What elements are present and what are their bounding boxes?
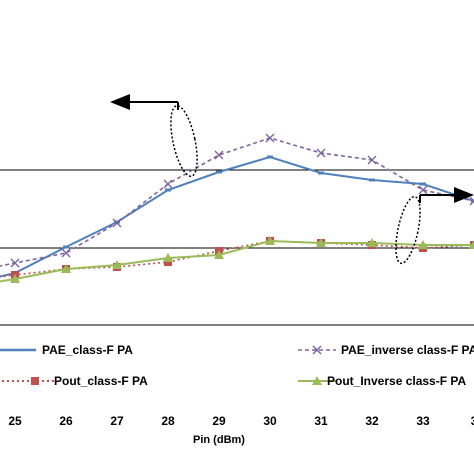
legend-label-pae-class-f: PAE_class-F PA	[42, 343, 133, 357]
data-point-pae-inverse-class-f-pa-30	[265, 133, 275, 143]
legend-item-pae-inverse-class-f: PAE_inverse class-F PA	[298, 343, 474, 357]
annotations	[110, 94, 474, 265]
data-point-pae-inverse-class-f-pa-32	[367, 155, 377, 165]
x-axis-ticks: 2526272829303132333	[8, 414, 474, 428]
data-point-pout-inverse-class-f-pa-29	[214, 250, 224, 259]
data-point-pout-inverse-class-f-pa-26	[61, 264, 71, 273]
series-pae-class-f-pa	[0, 155, 474, 278]
legend-label-pout-class-f: Pout_class-F PA	[54, 374, 148, 388]
data-point-pout-inverse-class-f-pa-28	[163, 253, 173, 262]
data-point-pae-inverse-class-f-pa-25	[10, 258, 20, 268]
right-dotted-ellipse	[395, 195, 421, 265]
series-line-pae-inverse-class-f-pa	[0, 137, 474, 267]
x-tick-label: 26	[59, 414, 73, 428]
data-point-pout-inverse-class-f-pa-30	[265, 236, 275, 245]
legend: PAE_class-F PA PAE_inverse class-F PA Po…	[0, 343, 474, 388]
series-line-pae-class-f-pa	[0, 155, 474, 278]
x-tick-label: 25	[8, 414, 22, 428]
data-point-pae-inverse-class-f-pa-27	[112, 218, 122, 228]
data-point-pout-inverse-class-f-pa-34	[469, 240, 474, 249]
data-point-pout-inverse-class-f-pa-32	[367, 238, 377, 247]
data-point-pout-inverse-class-f-pa-27	[112, 260, 122, 269]
x-tick-label: 30	[263, 414, 277, 428]
series-pae-inverse-class-f-pa	[0, 133, 474, 268]
legend-marker-triangle	[312, 376, 322, 385]
legend-item-pae-class-f: PAE_class-F PA	[0, 343, 133, 357]
left-dotted-ellipse	[170, 104, 198, 178]
legend-marker-square	[31, 377, 39, 385]
legend-item-pout-class-f: Pout_class-F PA	[2, 374, 148, 388]
x-tick-label: 29	[212, 414, 226, 428]
x-tick-label: 3	[471, 414, 474, 428]
data-point-pae-inverse-class-f-pa-26	[61, 248, 71, 258]
x-tick-label: 31	[314, 414, 328, 428]
data-point-pout-inverse-class-f-pa-25	[10, 274, 20, 283]
x-axis-title: Pin (dBm)	[193, 434, 245, 446]
series-pout-inverse-class-f-pa	[0, 236, 474, 283]
legend-label-pae-inverse-class-f: PAE_inverse class-F PA	[341, 343, 474, 357]
x-tick-label: 33	[416, 414, 430, 428]
data-point-pout-inverse-class-f-pa-31	[316, 238, 326, 247]
data-point-pae-inverse-class-f-pa-31	[316, 148, 326, 158]
data-point-pae-inverse-class-f-pa-29	[214, 150, 224, 160]
x-tick-label: 32	[365, 414, 379, 428]
legend-label-pout-inverse-class-f: Pout_Inverse class-F PA	[327, 374, 467, 388]
series-layer	[0, 133, 474, 283]
legend-item-pout-inverse-class-f: Pout_Inverse class-F PA	[298, 374, 467, 388]
legend-marker-x	[312, 345, 322, 355]
data-point-pout-inverse-class-f-pa-33	[418, 240, 428, 249]
x-tick-label: 27	[110, 414, 124, 428]
data-point-pae-inverse-class-f-pa-33	[418, 185, 428, 195]
x-tick-label: 28	[161, 414, 175, 428]
data-point-pae-inverse-class-f-pa-28	[163, 179, 173, 189]
series-line-pout-class-f-pa	[0, 240, 474, 278]
